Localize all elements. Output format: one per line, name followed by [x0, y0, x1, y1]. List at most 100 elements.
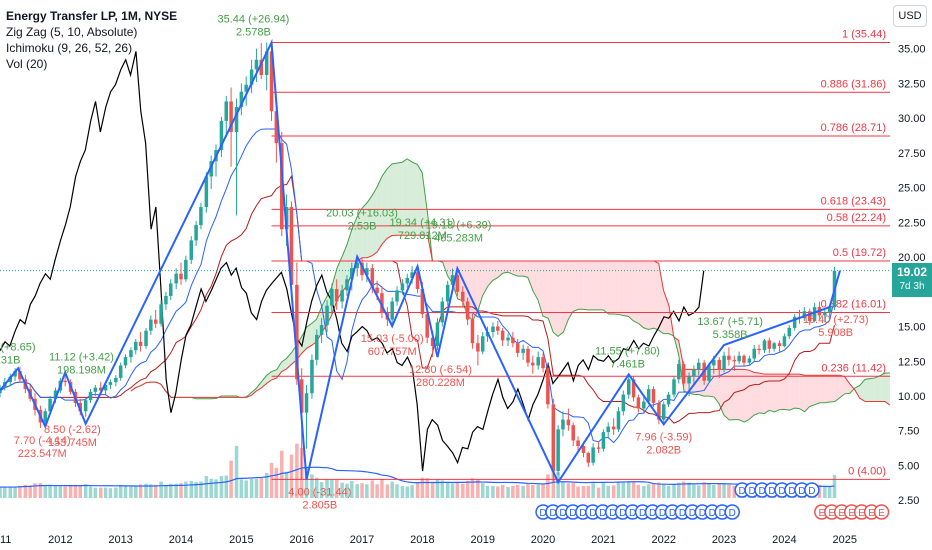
cloud-segment	[533, 260, 539, 301]
candle-body	[646, 389, 651, 402]
volume-bar	[385, 484, 390, 498]
pivot-price-label: 12.80 (-6.54)	[409, 364, 472, 376]
dividend-marker-letter: D	[619, 508, 626, 519]
volume-bar	[78, 485, 83, 498]
candle-body	[727, 355, 731, 360]
volume-bar	[284, 471, 289, 498]
candle-body	[737, 355, 741, 362]
currency-button[interactable]: USD	[893, 5, 927, 27]
candle-body	[541, 357, 545, 369]
volume-ma-line	[0, 466, 835, 488]
cloud-segment	[538, 260, 543, 317]
pivot-price-label: 16.40 (+2.73)	[803, 314, 869, 326]
volume-bar	[153, 484, 158, 498]
pivot-volume-label: 5.358B	[713, 329, 748, 341]
pivot-price-label: 19.34 (+4.31)	[389, 217, 455, 229]
candle-body	[696, 362, 701, 370]
candle-body	[556, 429, 560, 472]
cloud-segment	[769, 374, 775, 412]
candle-body	[450, 275, 455, 285]
volume-bar	[13, 487, 17, 498]
pivot-price-label: 11.12 (+3.42)	[49, 351, 114, 363]
volume-bar	[209, 478, 213, 498]
cloud-segment	[578, 260, 584, 310]
cloud-segment	[392, 162, 398, 236]
volume-bar	[596, 487, 601, 498]
pivot-price-label: 13.67 (+5.71)	[697, 316, 763, 328]
pivot-volume-label: 607.757M	[368, 346, 417, 358]
candle-body	[430, 337, 435, 346]
pivot-volume-label: 2.578B	[236, 27, 271, 39]
dividend-marker-letter: D	[669, 508, 676, 519]
dividend-marker-letter: D	[569, 508, 576, 519]
candle-body	[280, 143, 284, 230]
cloud-segment	[719, 369, 724, 416]
candle-body	[184, 259, 188, 280]
volume-bar	[83, 484, 88, 498]
volume-bar	[581, 485, 586, 498]
time-axis-tick: 2025	[833, 534, 857, 546]
candle-body	[319, 325, 324, 335]
cloud-segment	[829, 375, 835, 403]
volume-indicator-label[interactable]: Vol (20)	[6, 57, 48, 71]
price-axis-tick: 27.50	[898, 148, 926, 160]
volume-bar	[38, 483, 43, 498]
volume-bar	[199, 481, 203, 498]
candle-body	[360, 262, 364, 276]
candle-body	[621, 394, 626, 412]
pivot-volume-label: 7.461B	[610, 358, 645, 370]
pivot-price-label: 15.03 (-5.00)	[361, 333, 424, 345]
candle-body	[807, 311, 812, 321]
candle-body	[234, 106, 239, 132]
dividend-marker-letter: D	[739, 486, 746, 497]
symbol-title[interactable]: Energy Transfer LP, 1M, NYSE	[6, 9, 178, 23]
candle-body	[340, 290, 344, 302]
volume-bar	[405, 486, 410, 498]
fib-level-label: 0.5 (19.72)	[833, 247, 886, 259]
volume-bar	[0, 487, 2, 498]
cloud-segment	[382, 168, 388, 244]
volume-bar	[325, 479, 329, 498]
price-axis-tick: 32.50	[898, 78, 926, 90]
cloud-segment	[804, 375, 810, 412]
volume-bar	[445, 482, 450, 498]
price-axis-tick: 10.00	[898, 391, 926, 403]
volume-bar	[536, 484, 540, 498]
candle-body	[174, 273, 178, 284]
volume-bar	[289, 454, 294, 498]
candle-body	[651, 389, 656, 403]
zigzag-indicator-label[interactable]: Zig Zag (5, 10, Absolute)	[6, 25, 138, 39]
dividend-marker-letter: D	[768, 486, 775, 497]
volume-bar	[681, 481, 686, 498]
candle-body	[99, 387, 103, 391]
earnings-marker-letter: E	[828, 508, 835, 519]
ichimoku-indicator-label[interactable]: Ichimoku (9, 26, 52, 26)	[6, 41, 133, 55]
dividend-marker-letter: D	[599, 508, 606, 519]
volume-bar	[138, 484, 143, 498]
cloud-segment	[367, 195, 373, 258]
candle-body	[410, 272, 414, 278]
dividend-marker-letter: D	[729, 508, 736, 519]
time-axis-tick: 2023	[712, 534, 736, 546]
dividend-marker	[724, 504, 740, 520]
volume-pane	[0, 443, 837, 498]
candle-body	[546, 368, 550, 405]
candle-body	[123, 357, 128, 366]
volume-bar	[571, 482, 575, 498]
candle-body	[657, 402, 661, 420]
volume-bar	[229, 460, 233, 498]
volume-bar	[707, 483, 711, 498]
volume-bar	[687, 482, 691, 498]
volume-bar	[375, 484, 379, 498]
volume-bar	[561, 482, 565, 498]
volume-bar	[496, 486, 500, 498]
candle-body	[511, 337, 515, 344]
volume-bar	[280, 450, 284, 498]
candle-body	[666, 394, 671, 405]
candle-body	[672, 379, 676, 395]
time-axis-tick: 2016	[289, 534, 313, 546]
volume-bar	[249, 478, 254, 498]
cloud-segment	[869, 377, 875, 402]
candle-body	[209, 161, 213, 177]
